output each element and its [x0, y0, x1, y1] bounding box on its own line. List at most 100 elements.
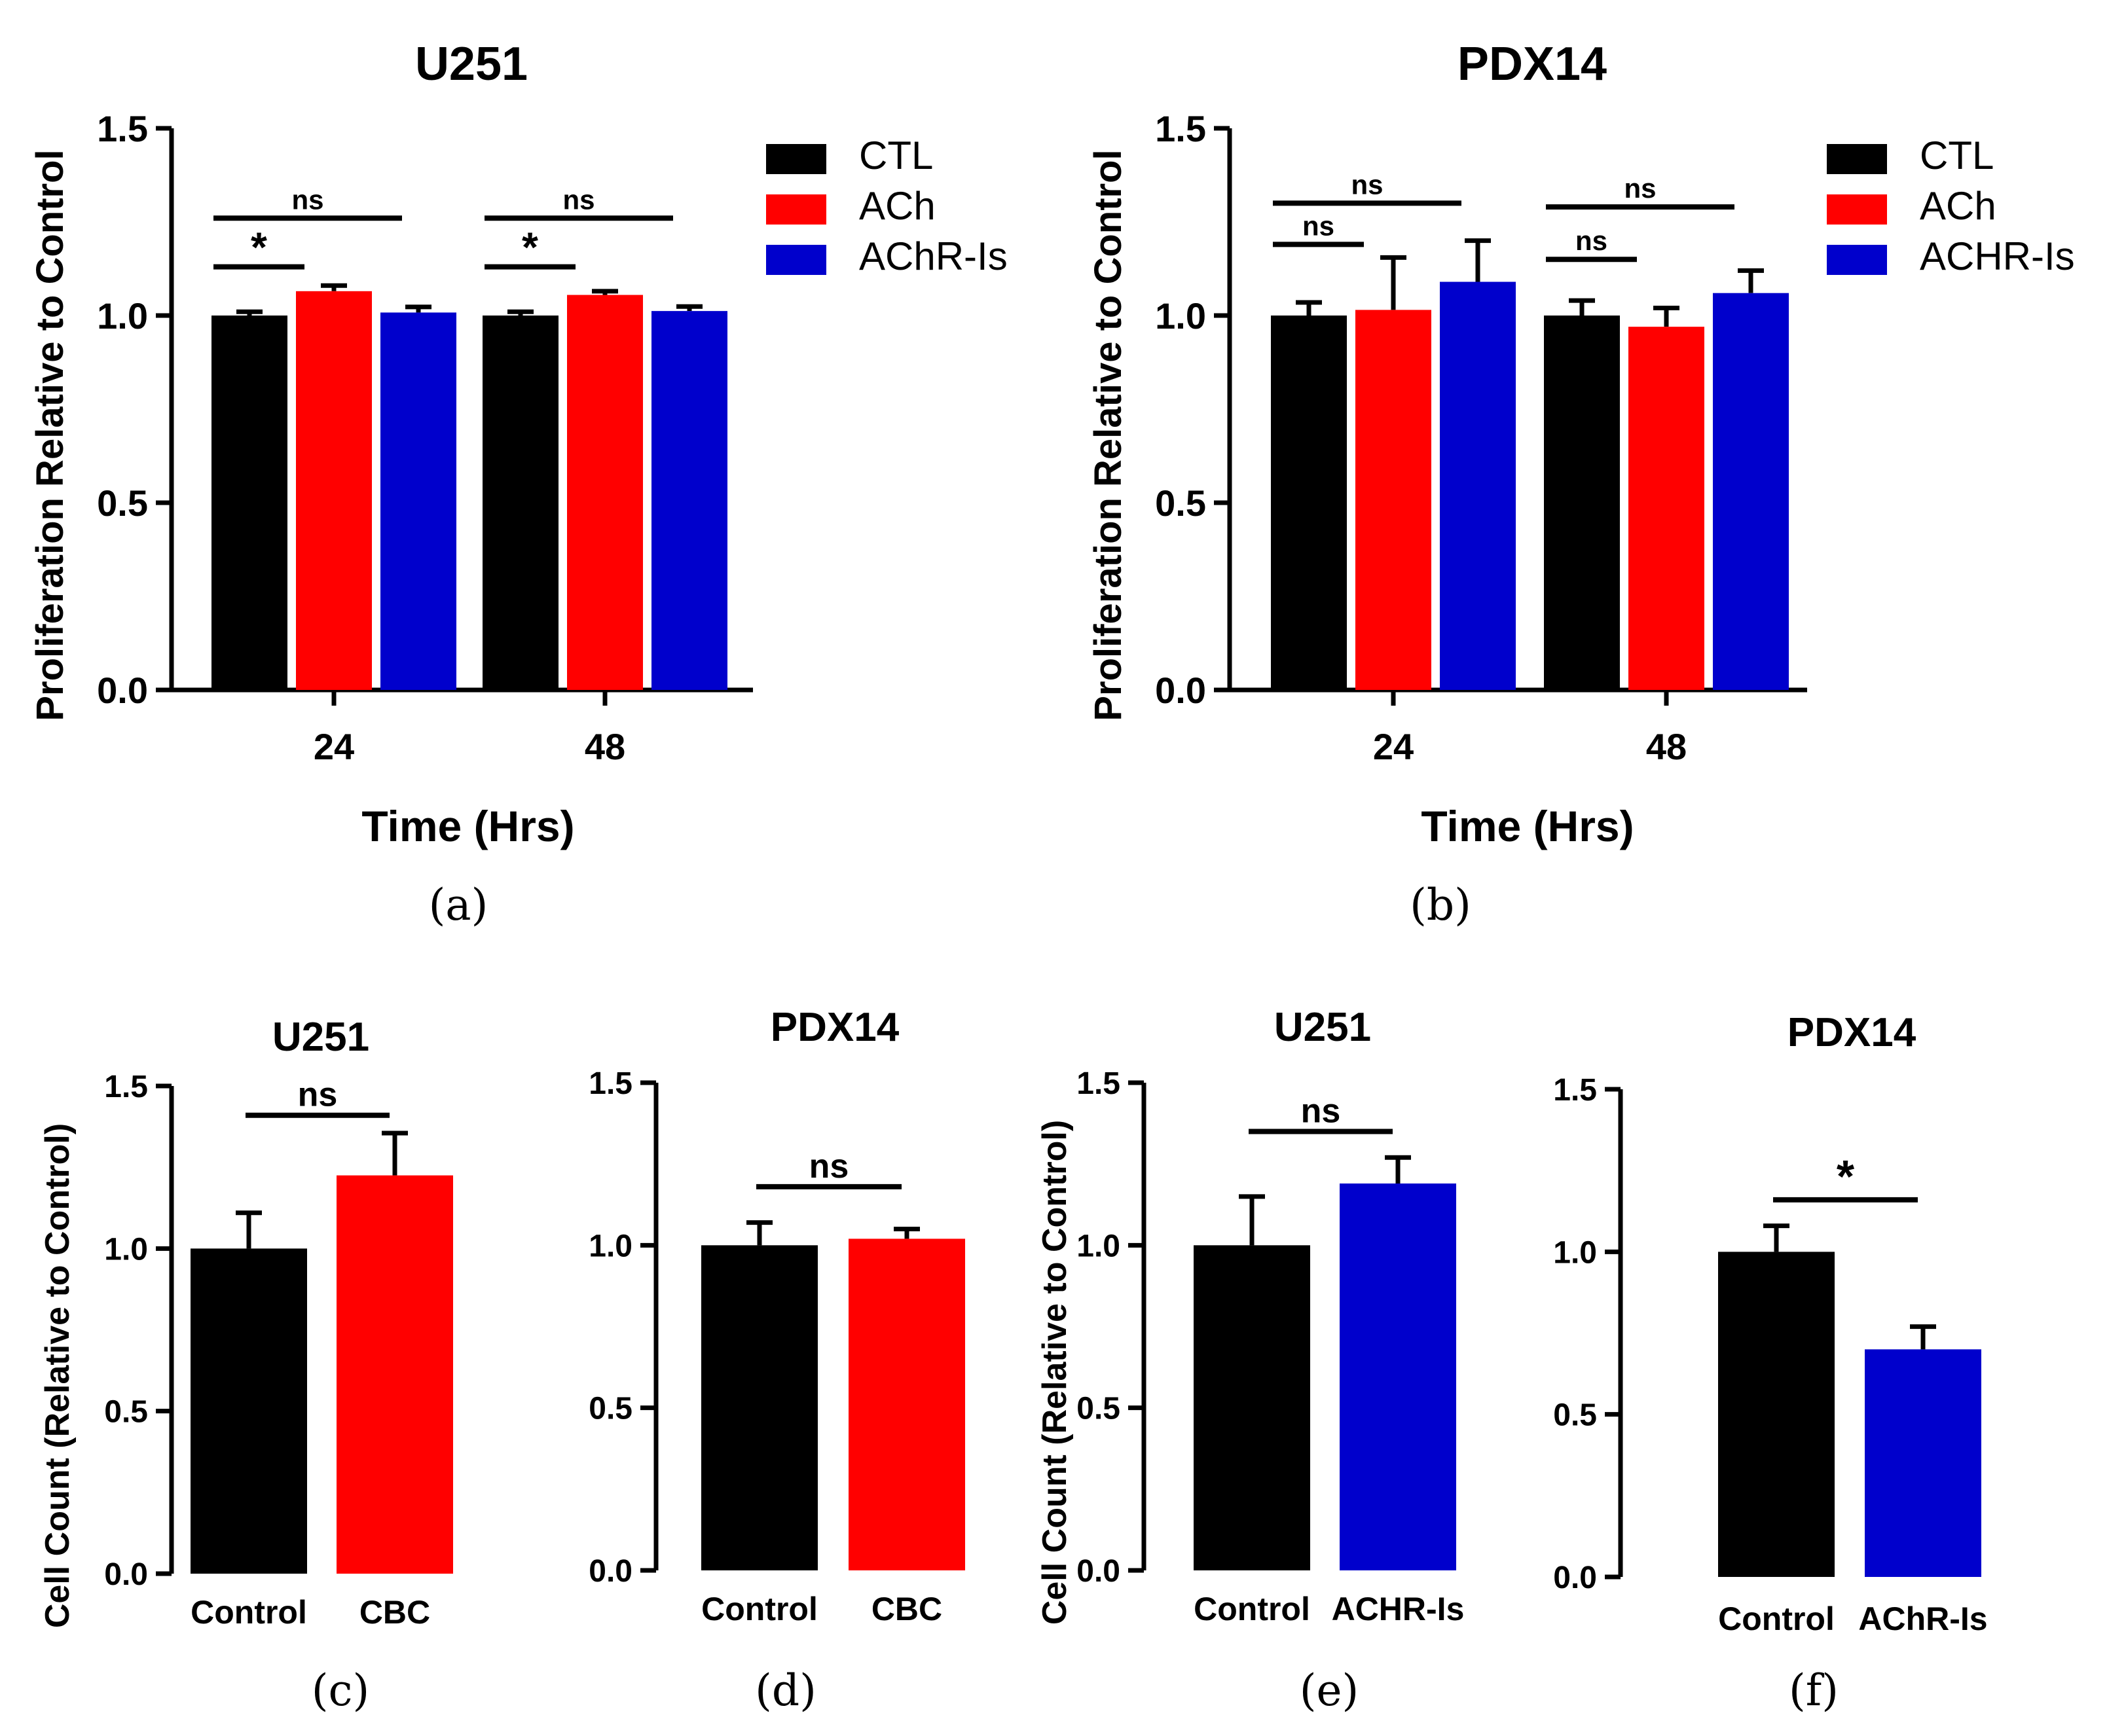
y-tick-label: 0.0	[104, 1557, 148, 1592]
x-axis-label: Time (Hrs)	[1421, 802, 1634, 850]
legend-swatch-achr-is	[1827, 245, 1887, 275]
significance-label: *	[522, 224, 538, 271]
y-axis-label: Proliferation Relative to Control	[29, 149, 71, 721]
bar-achr-is-24	[380, 312, 456, 690]
x-tick-label: ACHR-Is	[1332, 1591, 1465, 1627]
panel-d: PDX14 0.0 0.5 1.0 1.5 Control CBC ns (d)	[589, 1005, 965, 1716]
y-tick-label: 0.5	[1553, 1398, 1597, 1433]
significance-label: ns	[809, 1148, 849, 1185]
y-tick-label: 1.5	[1076, 1066, 1120, 1101]
legend-swatch-ctl	[1827, 144, 1887, 174]
y-tick-label: 1.0	[1553, 1235, 1597, 1270]
y-tick-label: 1.0	[589, 1229, 632, 1263]
panel-label: (b)	[1410, 880, 1471, 930]
bar-achr-is	[1865, 1349, 1981, 1577]
chart-title: PDX14	[1787, 1010, 1916, 1055]
bar-ach-48	[567, 295, 643, 690]
bar-control	[191, 1248, 307, 1574]
y-tick-label: 1.5	[104, 1070, 148, 1104]
y-tick-label: 1.0	[104, 1232, 148, 1267]
chart-title: PDX14	[771, 1005, 900, 1050]
x-tick-label: 24	[1373, 726, 1414, 767]
panel-label: (e)	[1300, 1665, 1359, 1716]
y-tick-label: 0.5	[589, 1392, 632, 1426]
panel-e: U251 0.0 0.5 1.0 1.5 Control ACHR-Is ns Cell Cou…	[1036, 1005, 1464, 1716]
panel-label: (d)	[755, 1665, 816, 1716]
y-tick-label: 0.0	[1553, 1561, 1597, 1595]
x-axis-label: Time (Hrs)	[361, 802, 574, 850]
bar-ctl-48	[1544, 316, 1620, 690]
bar-cbc	[849, 1239, 965, 1570]
legend-swatch-achr-is	[766, 245, 826, 275]
bar-ach-48	[1628, 327, 1704, 690]
legend-swatch-ach	[1827, 194, 1887, 225]
panel-label: (a)	[429, 880, 488, 930]
bar-achr-is-48	[651, 311, 727, 690]
y-tick-label: 0.0	[1076, 1554, 1120, 1589]
legend-label: ACHR-Is	[1920, 234, 2075, 278]
y-tick-label: 0.0	[589, 1554, 632, 1589]
y-tick-label: 1.5	[589, 1066, 632, 1101]
significance-label: ns	[291, 184, 323, 215]
significance-label: ns	[1624, 173, 1656, 204]
chart-title: U251	[1274, 1005, 1371, 1050]
legend-label: AChR-Is	[859, 234, 1008, 278]
legend-label: ACh	[1920, 184, 1996, 228]
legend-label: CTL	[1920, 134, 1994, 177]
x-tick-label: CBC	[359, 1594, 430, 1631]
y-tick-label: 1.5	[97, 108, 148, 149]
y-axis-label: Cell Count (Relative to Control)	[1036, 1120, 1074, 1625]
y-tick-label: 0.5	[104, 1395, 148, 1430]
y-tick-label: 1.0	[97, 295, 148, 336]
y-tick-label: 0.5	[1155, 482, 1206, 524]
significance-label: *	[1837, 1151, 1855, 1202]
bar-ach-24	[1355, 310, 1431, 690]
y-axis-label: Proliferation Relative to Control	[1087, 149, 1129, 721]
bar-control	[1718, 1252, 1835, 1577]
significance-label: ns	[1575, 225, 1607, 256]
x-tick-label: Control	[191, 1594, 307, 1631]
x-tick-label: Control	[1718, 1600, 1835, 1637]
bar-control	[701, 1245, 818, 1570]
y-tick-label: 1.5	[1553, 1073, 1597, 1108]
x-tick-label: 24	[314, 726, 354, 767]
significance-label: ns	[1302, 210, 1334, 241]
chart-title: U251	[415, 38, 528, 90]
y-tick-label: 0.5	[97, 482, 148, 524]
panel-c: U251 0.0 0.5 1.0 1.5 Control CBC ns Cell Count (…	[39, 1015, 453, 1716]
bar-achr-is	[1340, 1183, 1456, 1570]
y-tick-label: 1.0	[1076, 1229, 1120, 1263]
panel-label: (c)	[312, 1665, 369, 1716]
x-tick-label: Control	[701, 1591, 818, 1627]
x-tick-label: CBC	[871, 1591, 942, 1627]
bar-achr-is-48	[1713, 293, 1789, 690]
legend-label: ACh	[859, 184, 936, 228]
bar-ctl-24	[211, 316, 287, 690]
x-tick-label: 48	[1646, 726, 1687, 767]
y-tick-label: 1.5	[1155, 108, 1206, 149]
significance-label: ns	[1351, 169, 1383, 200]
y-axis-label: Cell Count (Relative to Control)	[39, 1123, 77, 1628]
panel-label: (f)	[1789, 1665, 1839, 1716]
panel-a: U251 0.0 0.5 1.0 1.5 24 48 ns * ns * Time (Hrs) Prol…	[29, 38, 1008, 930]
bar-ctl-24	[1271, 316, 1347, 690]
y-tick-label: 1.0	[1155, 295, 1206, 336]
chart-title: PDX14	[1457, 38, 1607, 90]
legend-swatch-ach	[766, 194, 826, 225]
x-tick-label: Control	[1194, 1591, 1310, 1627]
bar-ach-24	[296, 291, 372, 690]
chart-title: U251	[272, 1015, 369, 1060]
bar-cbc	[337, 1175, 453, 1574]
y-tick-label: 0.0	[1155, 670, 1206, 711]
x-tick-label: 48	[585, 726, 625, 767]
legend-label: CTL	[859, 134, 933, 177]
significance-label: ns	[562, 184, 595, 215]
significance-label: ns	[1301, 1093, 1341, 1130]
x-tick-label: AChR-Is	[1858, 1600, 1987, 1637]
significance-label: *	[251, 224, 267, 271]
panel-f: PDX14 0.0 0.5 1.0 1.5 Control AChR-Is * (f)	[1553, 1010, 1987, 1716]
bar-ctl-48	[483, 316, 559, 690]
y-tick-label: 0.0	[97, 670, 148, 711]
